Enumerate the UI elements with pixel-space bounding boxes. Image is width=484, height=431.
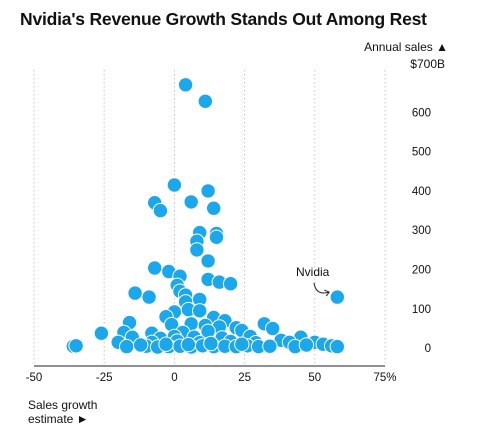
annotation-layer: Nvidia bbox=[296, 265, 330, 297]
x-tick-label: 50 bbox=[308, 372, 321, 384]
x-axis-label: Sales growth estimate ► bbox=[28, 398, 98, 426]
y-axis-label: Annual sales ▲ bbox=[364, 40, 448, 54]
grid-layer bbox=[33, 70, 386, 367]
data-point bbox=[329, 289, 345, 305]
data-point bbox=[133, 337, 149, 353]
y-axis-top-label: $700B bbox=[410, 57, 445, 71]
data-point bbox=[141, 289, 157, 305]
data-point bbox=[152, 202, 169, 219]
data-point bbox=[119, 338, 135, 355]
y-tick-label: 200 bbox=[412, 265, 431, 277]
point-layer bbox=[65, 77, 345, 355]
data-point bbox=[180, 336, 197, 353]
x-tick-label: -50 bbox=[26, 372, 43, 384]
x-tick-label: 0 bbox=[171, 372, 177, 384]
data-point bbox=[222, 276, 239, 292]
x-tick-label: -25 bbox=[96, 372, 113, 384]
data-point bbox=[200, 183, 216, 199]
data-point bbox=[298, 337, 315, 353]
tick-layer: -50 -25 0 25 50 75% 0 100 200 300 400 500 600 bbox=[26, 107, 431, 384]
data-point bbox=[265, 320, 281, 337]
y-tick-label: 300 bbox=[412, 225, 431, 237]
y-tick-label: 100 bbox=[412, 304, 431, 316]
data-point bbox=[208, 229, 225, 246]
y-tick-label: 500 bbox=[412, 147, 431, 159]
x-tick-label: 75% bbox=[373, 372, 396, 384]
chart-title: Nvidia's Revenue Growth Stands Out Among… bbox=[20, 9, 427, 29]
data-point bbox=[127, 285, 143, 301]
y-tick-label: 0 bbox=[425, 343, 431, 355]
y-tick-label: 400 bbox=[412, 186, 431, 198]
data-point bbox=[262, 338, 278, 354]
nvidia-annotation-arrowhead bbox=[324, 289, 330, 297]
data-point bbox=[206, 200, 222, 216]
data-point bbox=[166, 177, 183, 193]
data-point bbox=[234, 336, 250, 352]
data-point bbox=[158, 336, 174, 352]
x-tick-label: 25 bbox=[238, 372, 251, 384]
data-point bbox=[93, 325, 110, 341]
nvidia-annotation-arrow bbox=[313, 282, 330, 294]
data-point bbox=[177, 77, 194, 93]
data-point bbox=[189, 242, 205, 258]
nvidia-annotation-label: Nvidia bbox=[296, 265, 330, 279]
data-point bbox=[183, 194, 199, 210]
data-point bbox=[203, 335, 219, 352]
data-point bbox=[192, 303, 208, 319]
data-point bbox=[147, 260, 163, 276]
data-point bbox=[329, 338, 345, 355]
data-point bbox=[200, 253, 216, 269]
data-point bbox=[197, 93, 214, 110]
data-point bbox=[68, 338, 84, 354]
y-tick-label: 600 bbox=[412, 107, 431, 119]
